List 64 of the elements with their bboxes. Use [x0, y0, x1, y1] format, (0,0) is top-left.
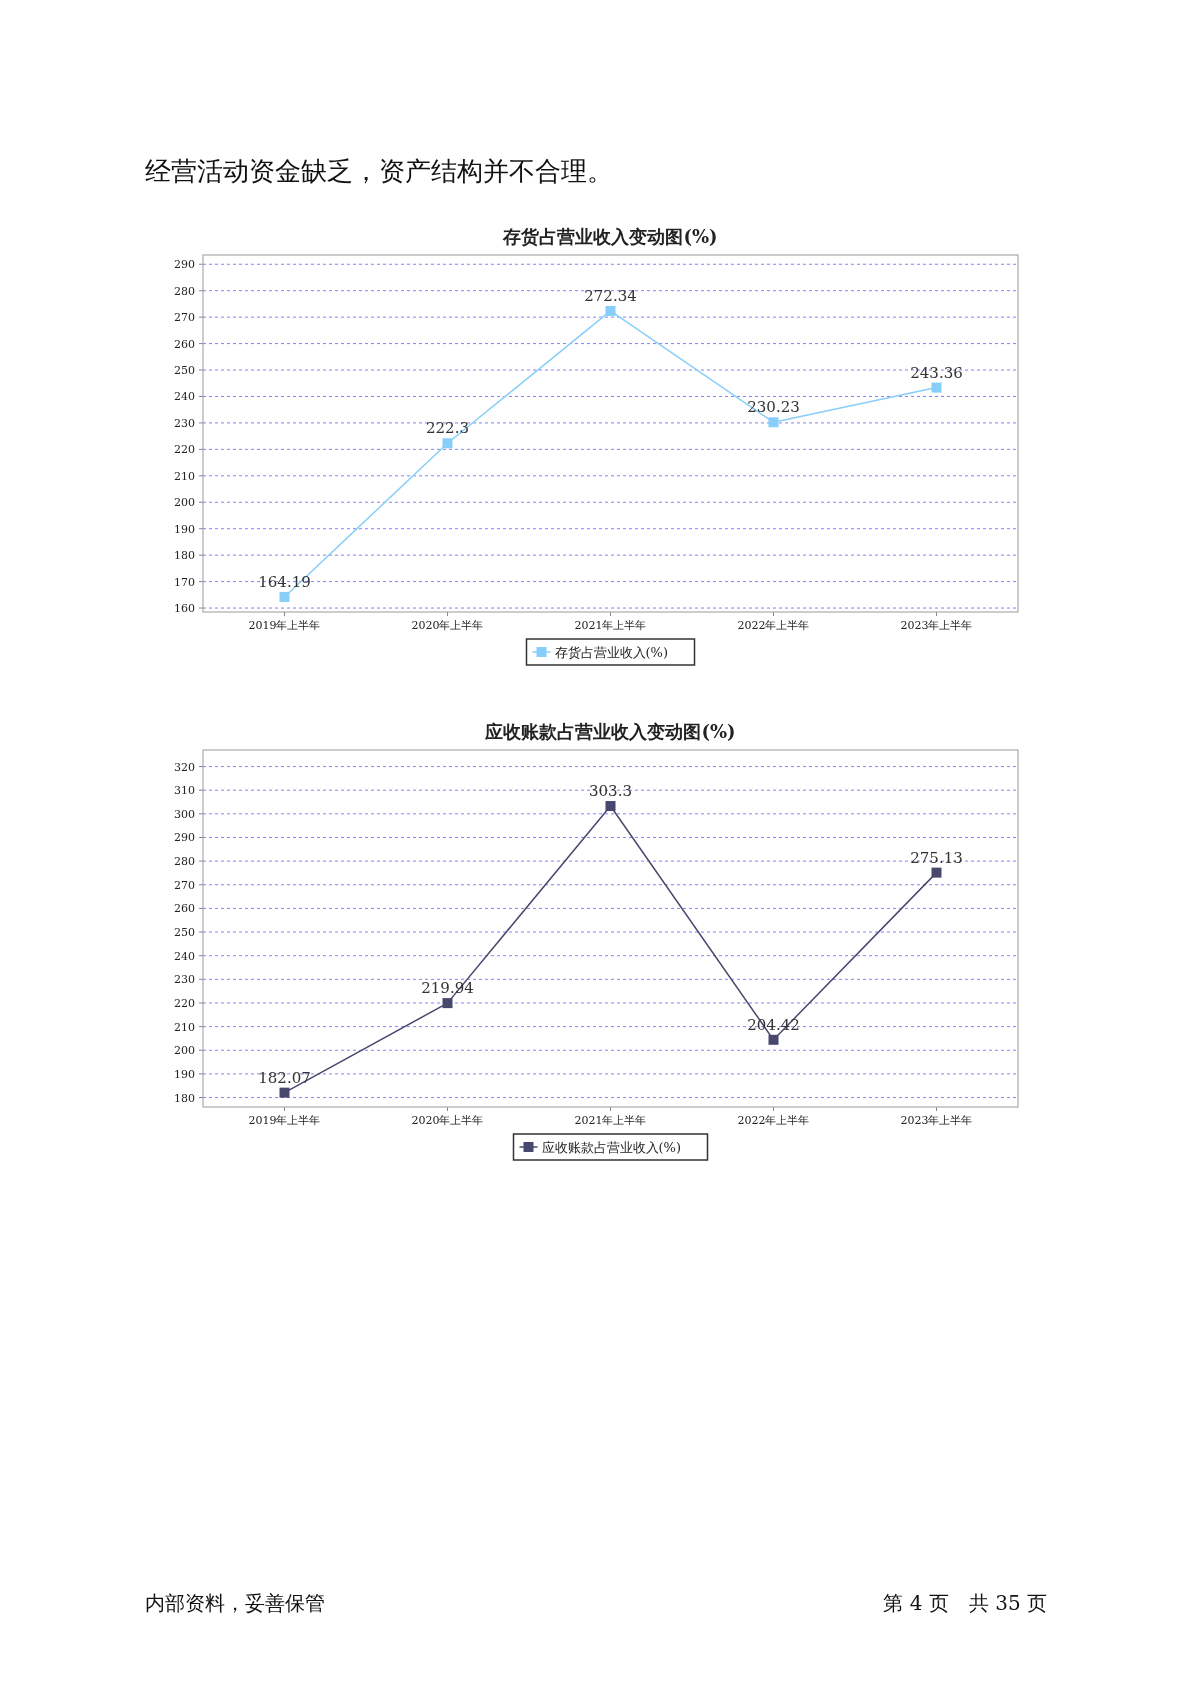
- data-label: 182.07: [258, 1068, 311, 1087]
- point: [279, 591, 290, 602]
- y-tick-label: 230: [174, 973, 195, 987]
- legend-label: 存货占营业收入(%): [554, 645, 668, 660]
- chart-title: 存货占营业收入变动图(%): [502, 226, 718, 247]
- y-tick-label: 230: [174, 416, 195, 430]
- y-tick-label: 280: [174, 284, 195, 298]
- x-tick-label: 2019年上半年: [248, 619, 321, 632]
- y-tick-label: 180: [174, 1091, 195, 1105]
- data-label: 275.13: [910, 848, 963, 867]
- legend-label: 应收账款占营业收入(%): [541, 1140, 681, 1155]
- text: 第 4 页 共 35 页: [883, 1591, 1047, 1615]
- y-tick-label: 200: [174, 496, 195, 510]
- y-tick-label: 210: [174, 1020, 195, 1034]
- point: [442, 998, 453, 1009]
- data-label: 230.23: [747, 398, 800, 417]
- point: [931, 382, 942, 393]
- data-label: 303.3: [589, 782, 632, 801]
- point: [931, 867, 942, 878]
- y-tick-label: 250: [174, 364, 195, 378]
- x-tick-label: 2020年上半年: [411, 1114, 484, 1127]
- point: [279, 1087, 290, 1098]
- point: [768, 417, 779, 428]
- y-tick-label: 190: [174, 1067, 195, 1081]
- point: [768, 1034, 779, 1045]
- y-tick-label: 290: [174, 831, 195, 845]
- text: 经营活动资金缺乏，资产结构并不合理。: [145, 156, 613, 186]
- y-tick-label: 280: [174, 855, 195, 869]
- y-tick-label: 320: [174, 760, 195, 774]
- x-tick-label: 2021年上半年: [574, 1114, 647, 1127]
- x-tick-label: 2023年上半年: [900, 619, 973, 632]
- data-label: 222.3: [426, 419, 469, 438]
- y-tick-label: 250: [174, 926, 195, 940]
- x-tick-label: 2022年上半年: [737, 1114, 810, 1127]
- y-tick-label: 160: [174, 602, 195, 616]
- y-tick-label: 180: [174, 549, 195, 563]
- point: [605, 801, 616, 812]
- y-tick-label: 290: [174, 258, 195, 272]
- y-tick-label: 200: [174, 1044, 195, 1058]
- y-tick-label: 300: [174, 807, 195, 821]
- y-tick-label: 240: [174, 949, 195, 963]
- data-label: 272.34: [584, 286, 637, 305]
- x-tick-label: 2019年上半年: [248, 1114, 321, 1127]
- point: [442, 438, 453, 449]
- y-tick-label: 220: [174, 443, 195, 457]
- chart-title: 应收账款占营业收入变动图(%): [484, 721, 736, 742]
- y-tick-label: 220: [174, 996, 195, 1010]
- y-tick-label: 190: [174, 522, 195, 536]
- y-tick-label: 170: [174, 575, 195, 589]
- data-label: 243.36: [910, 363, 963, 382]
- x-tick-label: 2020年上半年: [411, 619, 484, 632]
- y-tick-label: 210: [174, 469, 195, 483]
- y-tick-label: 270: [174, 878, 195, 892]
- y-tick-label: 240: [174, 390, 195, 404]
- text: 内部资料，妥善保管: [145, 1591, 325, 1615]
- data-label: 164.19: [258, 572, 311, 591]
- y-tick-label: 270: [174, 311, 195, 325]
- y-tick-label: 260: [174, 337, 195, 351]
- y-tick-label: 260: [174, 902, 195, 916]
- point: [605, 305, 616, 316]
- y-tick-label: 310: [174, 784, 195, 798]
- x-tick-label: 2021年上半年: [574, 619, 647, 632]
- x-tick-label: 2023年上半年: [900, 1114, 973, 1127]
- x-tick-label: 2022年上半年: [737, 619, 810, 632]
